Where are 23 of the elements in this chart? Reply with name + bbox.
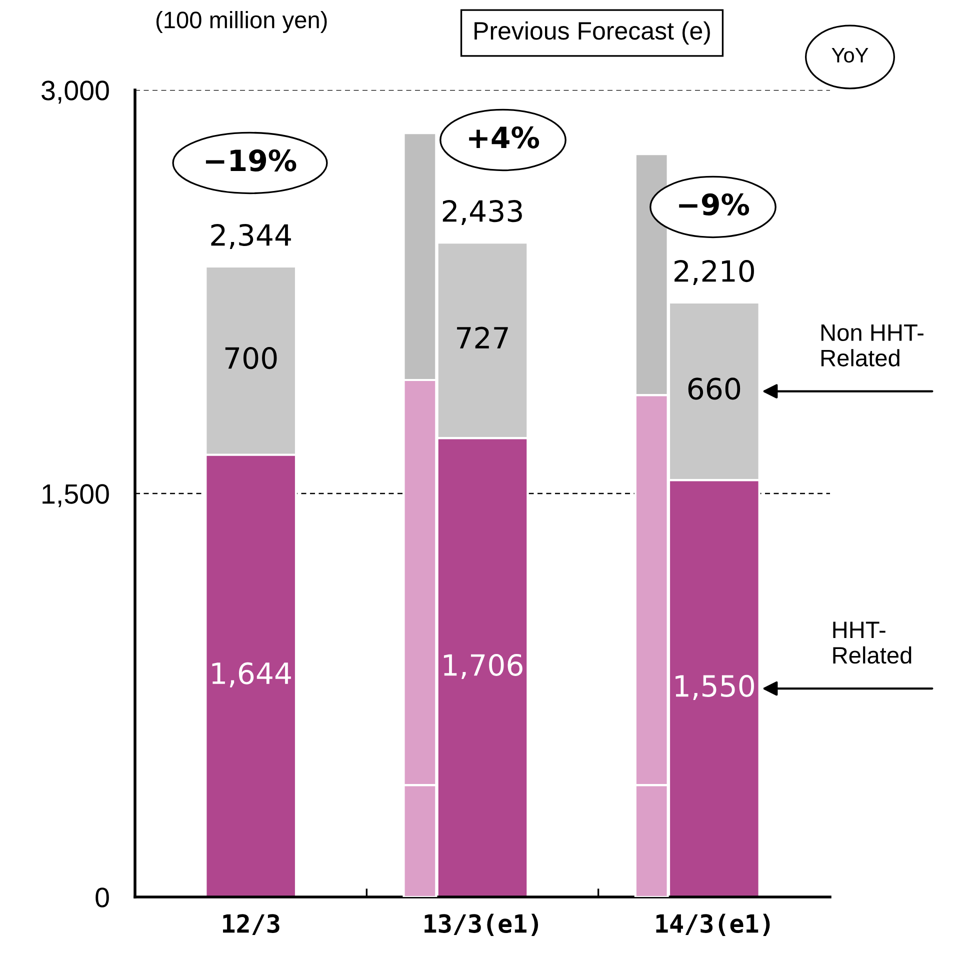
text: HHT- Related (833, 622, 912, 664)
total-label: 2,433 (442, 200, 522, 226)
data-label: 660 (688, 378, 740, 400)
x-tick-label: 14/3(e1) (656, 914, 770, 936)
y-tick-label: 3,000 (42, 80, 109, 104)
data-label: 1,706 (444, 654, 522, 679)
x-tick-label: 12/3 (223, 914, 280, 935)
annotation: +4% (469, 126, 540, 148)
annotation: −9% (679, 193, 750, 216)
text: Non HHT- Related (821, 324, 924, 366)
total-label: 2,210 (674, 260, 754, 286)
text: Previous Forecast (e) (474, 21, 710, 45)
text: (100 million yen) (156, 10, 327, 34)
y-tick-label: 1,500 (42, 484, 109, 508)
data-label: 727 (457, 326, 508, 348)
data-label: 1,644 (212, 662, 291, 688)
data-label: 700 (225, 347, 277, 370)
annotation: −19% (206, 149, 296, 172)
y-tick-label: 0 (96, 888, 109, 908)
text: YoY (832, 48, 868, 63)
data-label: 1,550 (676, 674, 754, 700)
x-tick-label: 13/3(e1) (424, 914, 538, 936)
total-label: 2,344 (211, 224, 291, 249)
